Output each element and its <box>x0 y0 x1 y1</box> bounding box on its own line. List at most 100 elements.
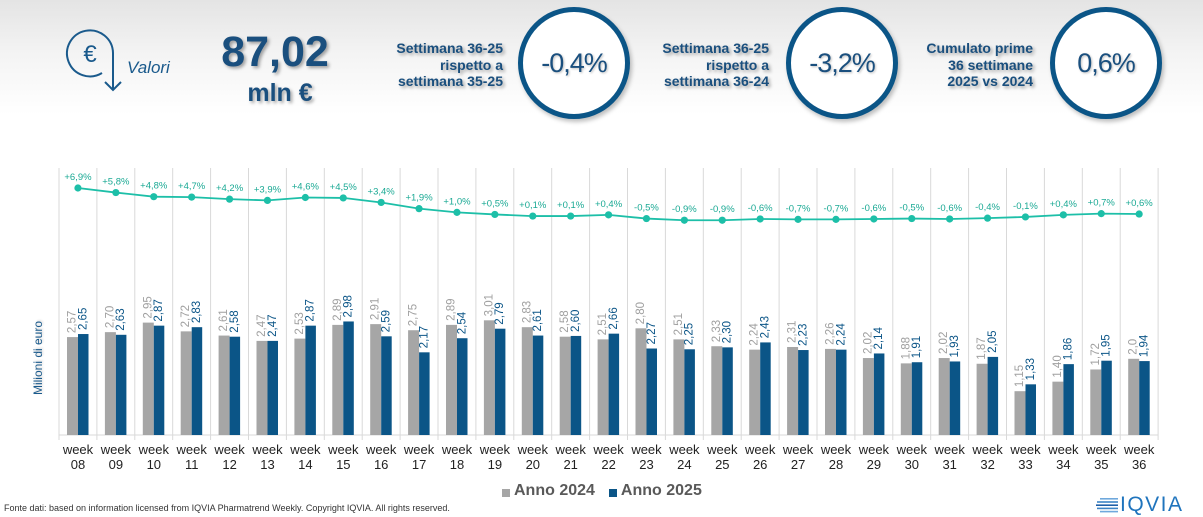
bar-2025 <box>532 335 544 435</box>
x-axis-tick-label: week 10 <box>138 442 169 472</box>
bar-2024 <box>370 324 382 435</box>
chart-legend: Anno 2024 Anno 2025 <box>502 482 716 500</box>
total-unit: mln € <box>247 79 313 107</box>
bar-value-label-2025: 2,63 <box>115 308 127 330</box>
bar-value-label-2025: 2,58 <box>229 310 241 332</box>
bar-2025 <box>1063 364 1074 435</box>
growth-value-label: +3,4% <box>368 186 396 197</box>
bar-2024 <box>749 349 761 435</box>
bar-value-label-2025: 2,59 <box>380 310 392 332</box>
bar-value-label-2025: 2,60 <box>570 310 582 332</box>
kpi-label-line: Settimana 36-25 <box>662 40 769 56</box>
bar-value-label-2025: 2,14 <box>873 326 885 349</box>
bar-2025 <box>191 327 203 435</box>
growth-point <box>188 193 196 201</box>
x-axis-tick-label: week 09 <box>100 442 132 472</box>
growth-point <box>756 215 764 223</box>
bar-value-label-2024: 2,91 <box>370 298 382 320</box>
bar-value-label-2024: 2,95 <box>142 296 154 318</box>
bar-value-label-2024: 2,51 <box>597 313 609 335</box>
growth-point <box>983 214 992 222</box>
bar-2025 <box>153 325 165 435</box>
growth-point <box>1135 210 1143 218</box>
growth-value-label: +0,4% <box>595 199 623 210</box>
bar-value-label-2025: 2,83 <box>191 301 203 323</box>
growth-value-label: -0,6% <box>861 203 886 214</box>
bar-value-label-2025: 2,23 <box>797 324 809 346</box>
bar-2025 <box>608 333 620 435</box>
bar-2025 <box>1025 384 1036 435</box>
bar-value-label-2025: 2,66 <box>608 307 620 329</box>
kpi-label-line: rispetto a <box>439 56 503 73</box>
bar-2025 <box>836 349 847 435</box>
x-axis-tick-label: week 27 <box>782 442 814 472</box>
kpi-yoy-week-circle: -3,2% <box>786 7 898 119</box>
bar-2024 <box>67 337 78 435</box>
bar-value-label-2024: 2,26 <box>825 323 837 345</box>
x-axis-tick-label: week 14 <box>290 442 321 472</box>
legend-label-2024: Anno 2024 <box>514 482 595 499</box>
bar-2025 <box>115 334 127 435</box>
growth-point <box>74 184 82 192</box>
x-axis-tick-label: week 35 <box>1086 442 1117 472</box>
kpi-weekly-change-circle: -0,4% <box>518 7 630 119</box>
bar-2024 <box>104 332 116 435</box>
bar-value-label-2024: 2,51 <box>673 313 685 335</box>
bar-2024 <box>483 320 495 435</box>
bar-value-label-2025: 2,47 <box>267 315 279 337</box>
growth-point <box>680 216 688 224</box>
bar-value-label-2024: 2,83 <box>521 301 533 323</box>
growth-point <box>491 210 499 219</box>
growth-value-label: -0,9% <box>672 204 697 215</box>
x-axis-tick-label: week 08 <box>62 442 94 472</box>
bar-2025 <box>267 340 278 435</box>
bar-2025 <box>873 353 885 435</box>
bar-value-label-2025: 2,25 <box>684 323 696 345</box>
total-value: 87,02 <box>221 28 329 76</box>
bar-value-label-2025: 1,94 <box>1138 334 1150 357</box>
euro-down-arrow-icon: € <box>66 29 122 92</box>
bar-2025 <box>494 328 506 435</box>
x-axis-tick-label: week 21 <box>555 442 586 472</box>
bar-2024 <box>711 346 723 435</box>
bar-value-label-2024: 2,89 <box>446 299 458 321</box>
bar-2025 <box>78 334 89 435</box>
kpi-label-line: Cumulato prime <box>926 40 1033 56</box>
bar-value-label-2024: 2,89 <box>332 299 344 321</box>
kpi-weekly-change-value: -0,4% <box>541 47 608 78</box>
bar-2024 <box>1014 391 1026 435</box>
bar-value-label-2025: 2,30 <box>722 321 734 343</box>
growth-point <box>794 215 802 223</box>
bar-2024 <box>1090 369 1102 435</box>
growth-value-label: +0,1% <box>557 200 585 211</box>
growth-point <box>908 214 916 223</box>
x-axis-tick-label: week 20 <box>517 442 548 472</box>
bar-value-label-2024: 2,53 <box>294 312 306 334</box>
growth-point <box>415 205 423 213</box>
bar-2024 <box>1128 358 1140 435</box>
bar-value-label-2024: 2,72 <box>180 305 192 327</box>
legend-swatch-2024 <box>502 488 510 497</box>
bar-2025 <box>381 336 392 435</box>
growth-point <box>529 212 537 220</box>
growth-point <box>453 208 461 216</box>
legend-item-2024: Anno 2024 <box>502 482 595 500</box>
growth-value-label: +0,1% <box>519 200 547 211</box>
legend-label-2025: Anno 2025 <box>620 482 702 499</box>
bar-2025 <box>987 356 999 435</box>
bar-2025 <box>457 338 468 435</box>
kpi-yoy-week-label: Settimana 36-25 rispetto a settimana 36-… <box>662 40 769 90</box>
bar-2025 <box>570 335 582 435</box>
growth-value-label: +1,9% <box>405 193 433 204</box>
growth-point <box>567 212 575 220</box>
bar-2025 <box>949 361 961 435</box>
bar-value-label-2024: 1,40 <box>1052 355 1064 377</box>
x-axis-tick-label: week 26 <box>745 442 776 472</box>
legend-item-2025: Anno 2025 <box>608 482 702 500</box>
kpi-label-line: rispetto a <box>705 56 769 73</box>
x-axis-tick-label: week 13 <box>252 442 283 472</box>
x-axis-tick-label: week 28 <box>820 442 852 472</box>
y-axis-label: Milioni di euro <box>31 320 45 396</box>
bar-value-label-2024: 2,61 <box>218 309 230 331</box>
bar-2024 <box>976 363 988 435</box>
